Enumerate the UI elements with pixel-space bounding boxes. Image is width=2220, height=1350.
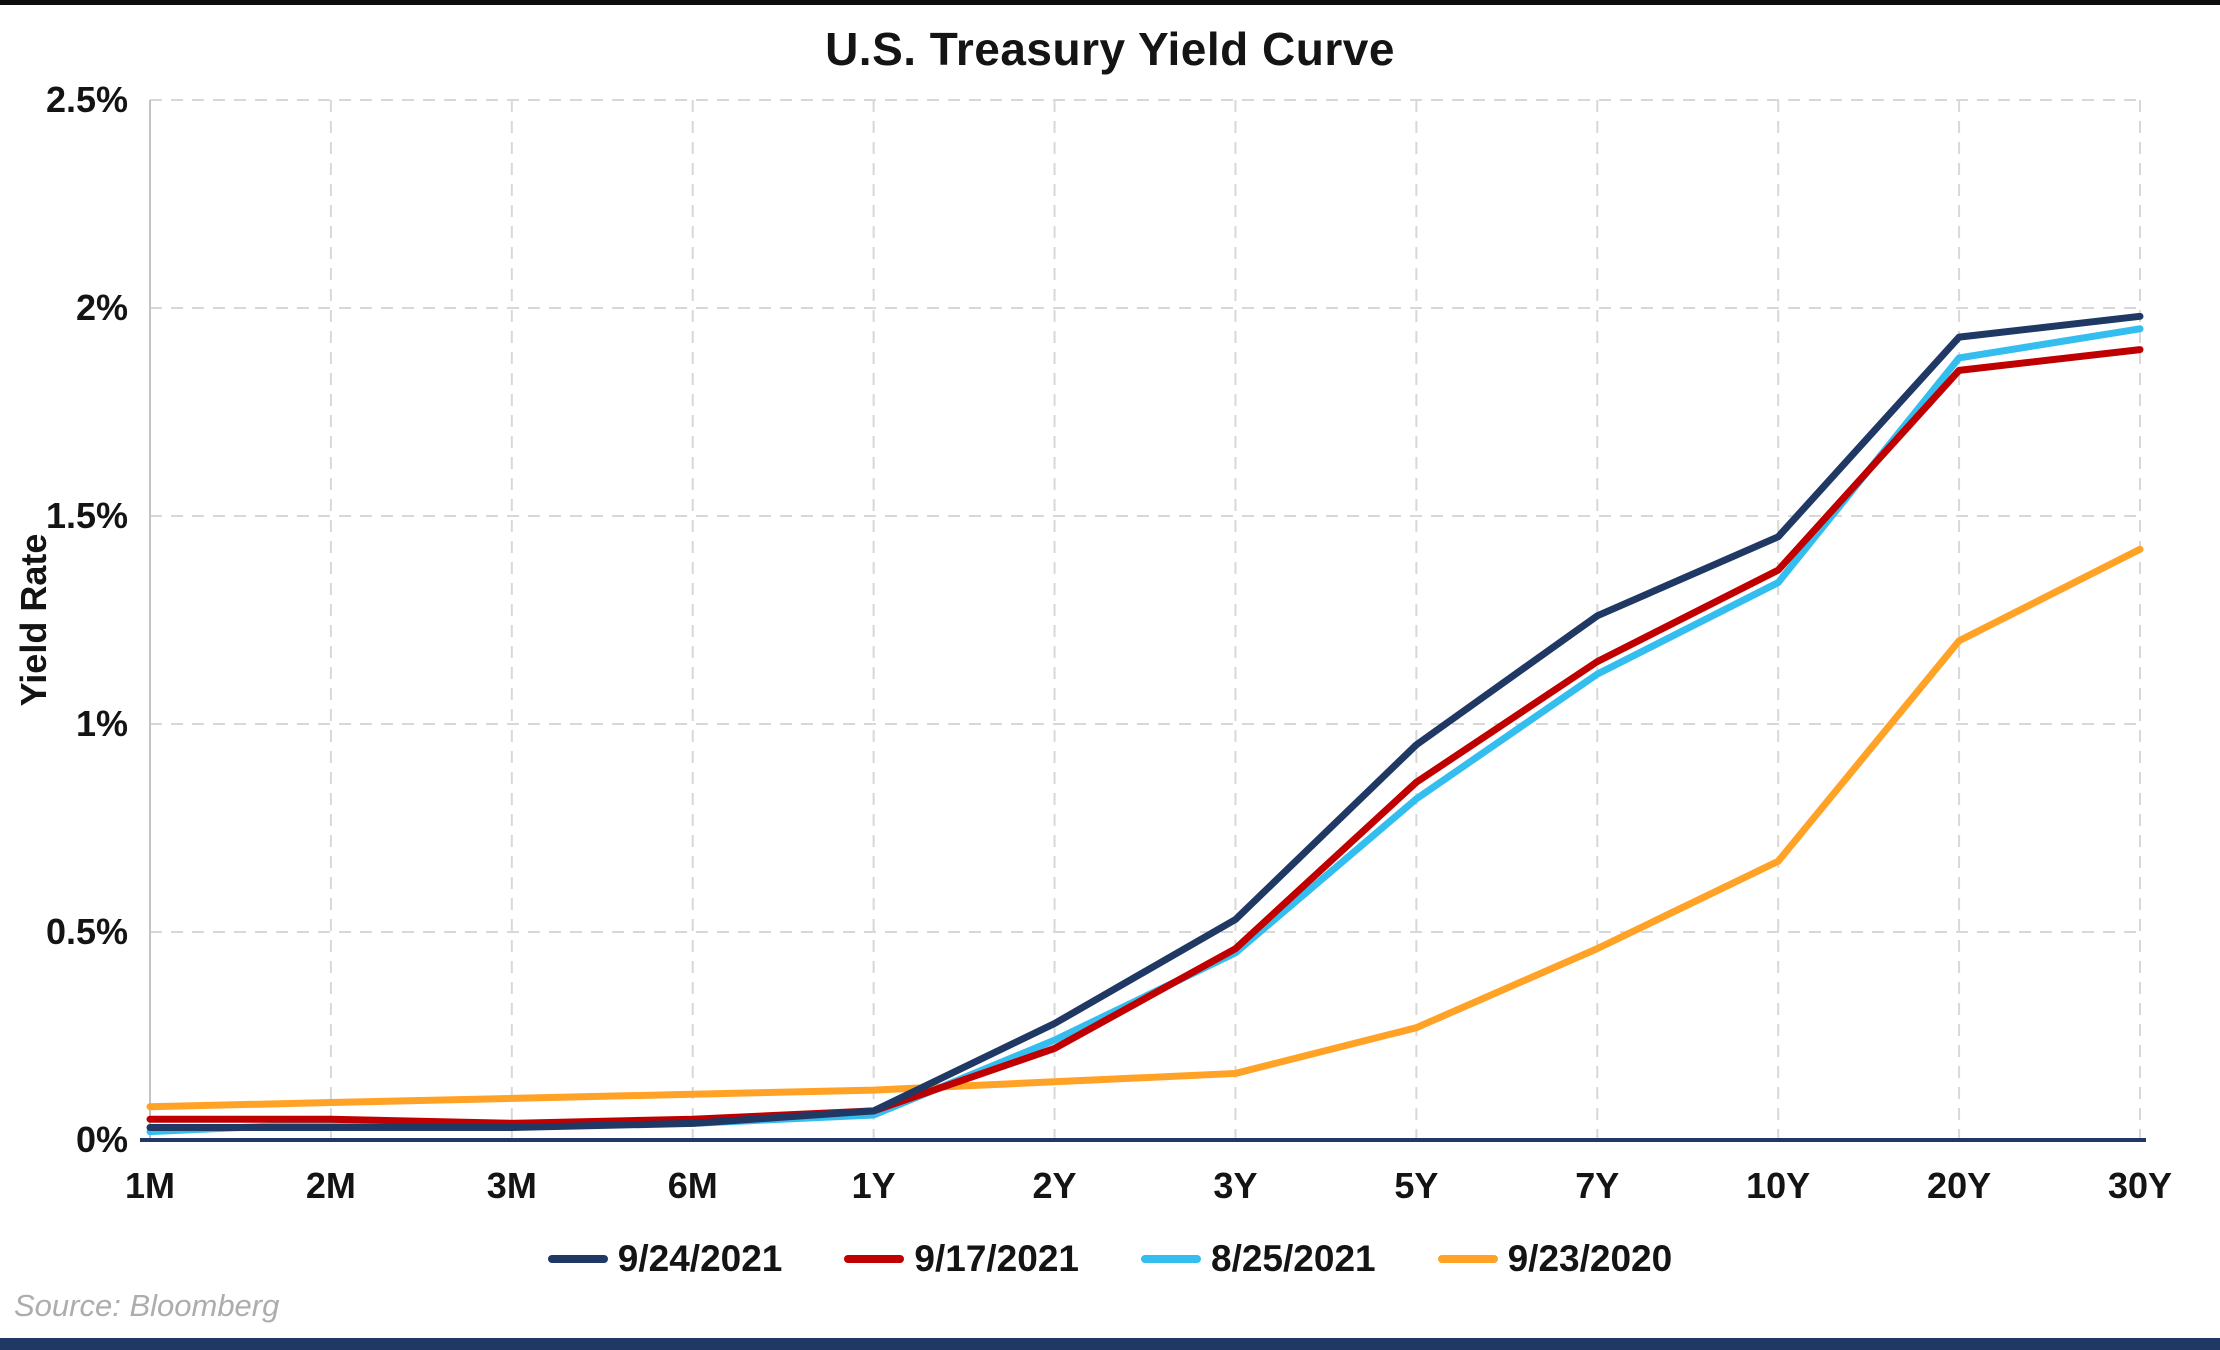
x-tick-label: 3M xyxy=(487,1165,537,1206)
bottom-bar xyxy=(0,1338,2220,1350)
legend-label: 8/25/2021 xyxy=(1211,1238,1376,1279)
x-tick-label: 7Y xyxy=(1575,1165,1619,1206)
y-axis-title: Yield Rate xyxy=(13,533,54,707)
legend-line-swatch xyxy=(547,1255,608,1263)
legend-line-swatch xyxy=(1141,1255,1201,1263)
chart-title: U.S. Treasury Yield Curve xyxy=(825,23,1395,75)
series-line-8-25-2021 xyxy=(146,325,2144,1136)
x-tick-label: 2M xyxy=(306,1165,356,1206)
x-tick-label: 1M xyxy=(125,1165,175,1206)
y-tick-label: 1.5% xyxy=(46,495,128,536)
x-tick-label: 3Y xyxy=(1213,1165,1257,1206)
source-note: Source: Bloomberg xyxy=(14,1288,280,1323)
legend-item: 9/23/2020 xyxy=(1437,1238,1673,1280)
top-border xyxy=(0,0,2220,5)
x-tick-label: 5Y xyxy=(1394,1165,1438,1206)
y-tick-label: 2% xyxy=(76,287,128,328)
series-line-9-23-2020 xyxy=(146,545,2144,1111)
legend-item: 8/25/2021 xyxy=(1141,1238,1376,1280)
legend: 9/24/2021 9/17/2021 8/25/2021 9/23/2020 xyxy=(0,1238,2220,1280)
y-tick-label: 0.5% xyxy=(46,911,128,952)
legend-label: 9/23/2020 xyxy=(1507,1238,1673,1279)
legend-item: 9/24/2021 xyxy=(547,1238,783,1280)
series-line-9-24-2021 xyxy=(146,312,2144,1132)
x-tick-label: 1Y xyxy=(852,1165,896,1206)
legend-label: 9/17/2021 xyxy=(914,1238,1079,1279)
x-tick-label: 20Y xyxy=(1927,1165,1991,1206)
y-tick-label: 0% xyxy=(76,1119,128,1160)
y-tick-label: 1% xyxy=(76,703,128,744)
legend-item: 9/17/2021 xyxy=(844,1238,1079,1280)
y-tick-label: 2.5% xyxy=(46,79,128,120)
x-tick-label: 2Y xyxy=(1033,1165,1077,1206)
legend-line-swatch xyxy=(844,1255,905,1263)
x-tick-label: 6M xyxy=(668,1165,718,1206)
x-tick-label: 10Y xyxy=(1746,1165,1810,1206)
legend-line-swatch xyxy=(1437,1255,1498,1263)
x-tick-label: 30Y xyxy=(2108,1165,2172,1206)
series-line-9-17-2021 xyxy=(146,346,2144,1127)
legend-label: 9/24/2021 xyxy=(617,1238,783,1279)
